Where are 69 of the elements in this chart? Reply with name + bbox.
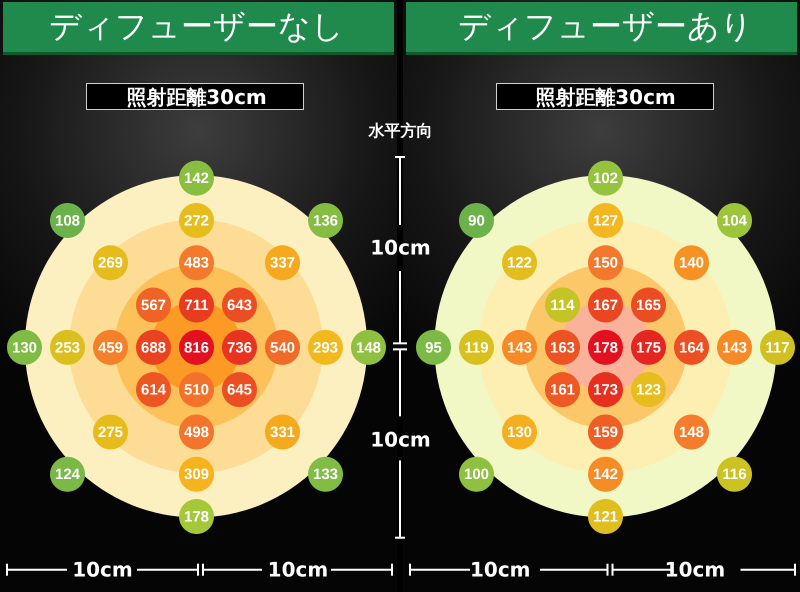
data-label: 272 bbox=[183, 212, 209, 230]
text: ディフューザーあり bbox=[458, 7, 753, 45]
data-label: 614 bbox=[140, 382, 166, 399]
data-label: 163 bbox=[550, 339, 576, 356]
data-label: 150 bbox=[592, 254, 618, 272]
data-label: 121 bbox=[592, 508, 618, 526]
data-label: 175 bbox=[636, 339, 662, 356]
text: 10cm bbox=[370, 428, 430, 452]
text: 照射距離30cm bbox=[126, 85, 266, 109]
data-label: 114 bbox=[550, 297, 576, 314]
data-label: 130 bbox=[506, 424, 532, 441]
data-label: 253 bbox=[54, 339, 80, 356]
data-label: 331 bbox=[269, 424, 295, 441]
data-label: 130 bbox=[11, 339, 37, 356]
data-label: 645 bbox=[226, 382, 252, 399]
text: ディフューザーなし bbox=[48, 7, 344, 45]
data-label: 309 bbox=[183, 466, 209, 484]
data-label: 127 bbox=[592, 212, 618, 230]
data-label: 173 bbox=[592, 382, 618, 399]
data-label: 117 bbox=[765, 339, 790, 356]
data-label: 816 bbox=[183, 339, 209, 356]
text: 10cm bbox=[470, 558, 530, 582]
data-label: 123 bbox=[636, 382, 662, 399]
data-label: 510 bbox=[183, 382, 209, 399]
data-label: 161 bbox=[550, 382, 576, 399]
data-label: 540 bbox=[269, 339, 295, 356]
data-label: 688 bbox=[140, 339, 166, 356]
data-label: 100 bbox=[464, 466, 490, 484]
data-label: 269 bbox=[97, 254, 123, 272]
data-label: 143 bbox=[722, 339, 748, 356]
data-label: 167 bbox=[592, 297, 618, 314]
data-label: 142 bbox=[592, 466, 618, 484]
text: 10cm bbox=[370, 236, 430, 260]
data-label: 498 bbox=[183, 424, 209, 441]
data-label: 165 bbox=[636, 297, 662, 314]
text: 照射距離30cm bbox=[535, 85, 676, 109]
data-label: 178 bbox=[592, 339, 618, 356]
data-label: 275 bbox=[97, 424, 123, 441]
data-label: 711 bbox=[184, 297, 208, 314]
data-label: 293 bbox=[312, 339, 338, 356]
data-label: 148 bbox=[355, 339, 381, 356]
data-label: 136 bbox=[312, 212, 338, 230]
data-label: 133 bbox=[312, 466, 338, 484]
data-label: 104 bbox=[722, 212, 748, 230]
text: 水平方向 bbox=[366, 120, 432, 140]
data-label: 483 bbox=[183, 254, 209, 272]
data-label: 108 bbox=[54, 212, 80, 230]
data-label: 143 bbox=[506, 339, 532, 356]
data-label: 142 bbox=[183, 170, 209, 188]
data-label: 736 bbox=[226, 339, 252, 356]
text: 10cm bbox=[267, 558, 328, 582]
data-label: 119 bbox=[464, 339, 489, 356]
data-label: 124 bbox=[54, 466, 80, 484]
data-label: 178 bbox=[183, 508, 209, 526]
data-label: 140 bbox=[678, 254, 704, 272]
data-label: 148 bbox=[678, 424, 704, 441]
text: 10cm bbox=[72, 558, 132, 582]
data-label: 116 bbox=[722, 466, 747, 484]
data-label: 90 bbox=[468, 212, 485, 230]
data-label: 159 bbox=[592, 424, 618, 441]
data-label: 95 bbox=[425, 339, 442, 356]
text: 10cm bbox=[664, 558, 726, 582]
data-label: 102 bbox=[592, 170, 618, 188]
data-label: 122 bbox=[506, 254, 532, 272]
data-label: 164 bbox=[678, 339, 705, 356]
data-label: 337 bbox=[269, 254, 295, 272]
data-label: 459 bbox=[97, 339, 123, 356]
data-label: 643 bbox=[226, 297, 252, 314]
data-label: 567 bbox=[140, 297, 166, 314]
